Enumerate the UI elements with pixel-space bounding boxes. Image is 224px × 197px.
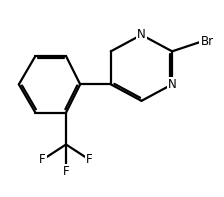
Text: F: F [86, 153, 93, 166]
Text: N: N [168, 78, 177, 91]
Text: F: F [39, 153, 46, 166]
Text: Br: Br [200, 35, 213, 48]
Text: F: F [63, 165, 69, 178]
Text: N: N [137, 28, 146, 41]
